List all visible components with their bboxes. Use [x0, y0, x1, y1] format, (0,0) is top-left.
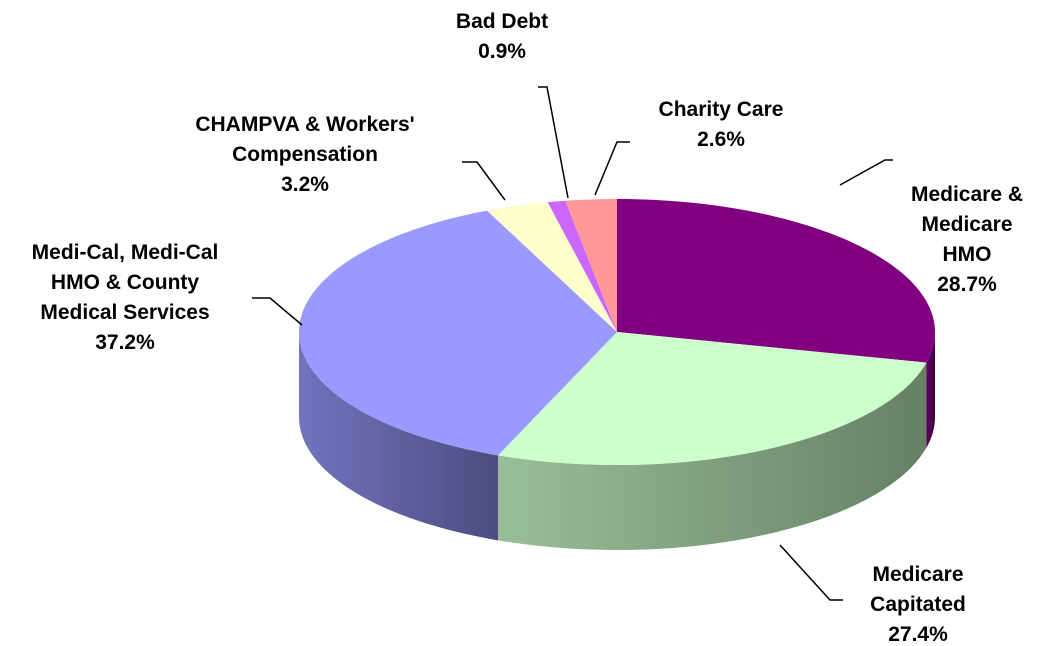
category-label: Bad Debt	[455, 10, 549, 33]
slice	[547, 200, 617, 332]
slice	[487, 202, 617, 332]
category-label: Medi-Cal, Medi-Cal HMO & County Medical …	[31, 241, 219, 324]
value-label: 27.4%	[888, 623, 948, 646]
leader-line	[779, 544, 843, 601]
slice-side	[498, 362, 927, 550]
category-label: Medicare & Medicare HMO	[910, 183, 1024, 266]
value-label: 0.9%	[478, 40, 526, 63]
leader-line	[594, 141, 630, 196]
value-label: 28.7%	[937, 273, 997, 296]
slice-label: Charity Care 2.6%	[631, 95, 811, 155]
slice-label: CHAMPVA & Workers' Compensation 3.2%	[185, 110, 425, 200]
slice-label: Medicare Capitated 27.4%	[853, 560, 983, 646]
slice-label: Medi-Cal, Medi-Cal HMO & County Medical …	[10, 238, 240, 358]
slice-side	[926, 332, 935, 448]
category-label: Medicare Capitated	[870, 563, 966, 616]
leader-line	[839, 159, 893, 186]
value-label: 2.6%	[697, 128, 745, 151]
category-label: Charity Care	[658, 98, 784, 121]
slice	[299, 210, 617, 456]
slice-side	[299, 332, 499, 541]
leader-line	[538, 86, 569, 199]
leader-line	[252, 297, 303, 326]
slice	[617, 199, 935, 363]
category-label: CHAMPVA & Workers' Compensation	[195, 113, 415, 166]
slice	[565, 199, 617, 332]
leader-line	[462, 161, 506, 201]
slice	[498, 332, 927, 465]
slice-label: Bad Debt 0.9%	[442, 7, 562, 67]
slice-label: Medicare & Medicare HMO 28.7%	[902, 180, 1032, 300]
value-label: 3.2%	[281, 173, 329, 196]
value-label: 37.2%	[95, 331, 155, 354]
